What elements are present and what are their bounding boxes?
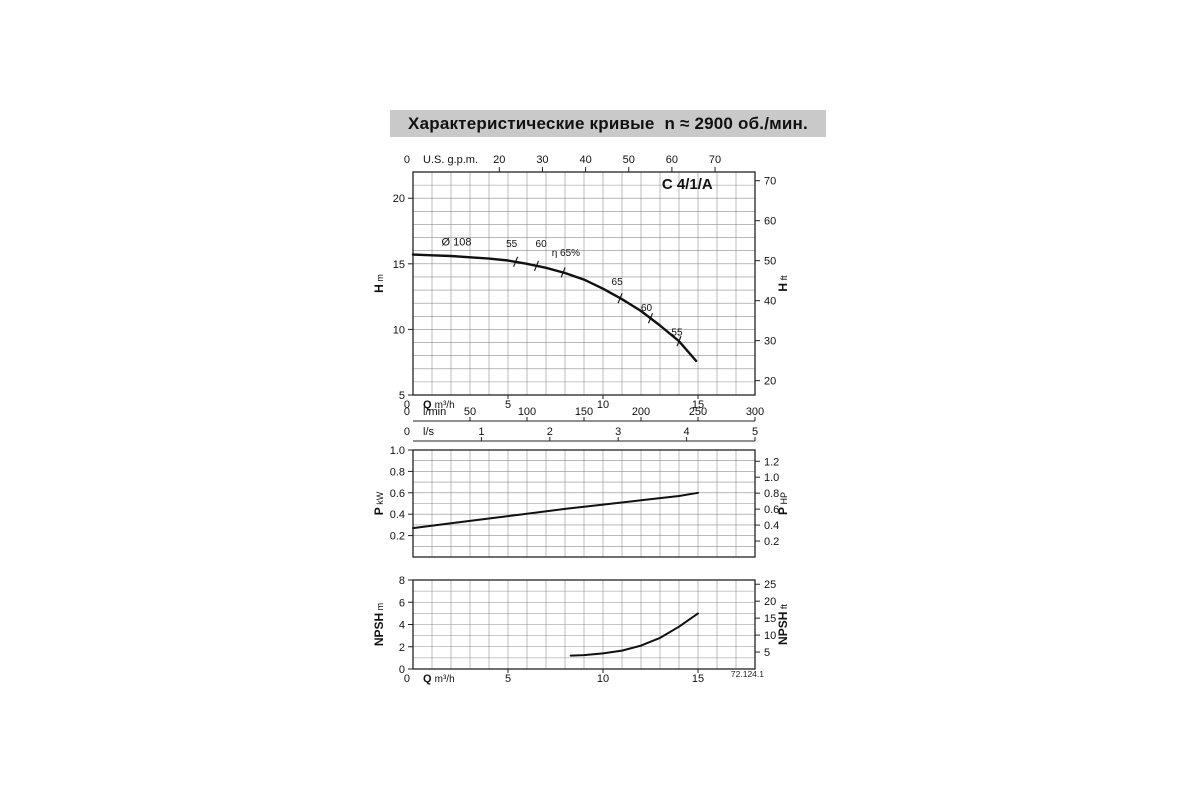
title-bar: Характеристические кривые n ≈ 2900 об./м… (390, 110, 826, 137)
x-tick-label: 4 (684, 426, 690, 438)
annotation: 65 (612, 277, 624, 288)
x-tick-label: 0 (404, 154, 410, 166)
y-tick-label: 4 (399, 620, 405, 632)
axis-label: NPSH m (372, 603, 386, 646)
x-tick-label: 30 (536, 154, 548, 166)
x-tick-label: 15 (692, 399, 704, 411)
y-tick-label: 10 (393, 324, 405, 336)
x-tick-label: 200 (632, 406, 650, 418)
page-title: Характеристические кривые (408, 113, 655, 133)
y-tick-label: 5 (399, 390, 405, 402)
annotation: 55 (506, 239, 518, 250)
y-tick-label: 70 (764, 176, 776, 188)
x-tick-label: 150 (575, 406, 593, 418)
y-tick-label: 0.6 (764, 504, 779, 516)
y-tick-label: 0.2 (390, 531, 405, 543)
head-curve-108 (411, 253, 698, 363)
axis-unit-label: Q m³/h (423, 673, 455, 685)
y-tick-label: 6 (399, 597, 405, 609)
power-curve (412, 491, 699, 530)
y-tick-label: 1.0 (390, 445, 405, 457)
y-tick-label: 20 (764, 376, 776, 388)
axis-label: P HP (776, 492, 790, 515)
axis-label: H ft (776, 275, 790, 292)
x-tick-label: 70 (709, 154, 721, 166)
x-tick-label: 5 (505, 673, 511, 685)
x-tick-label: 0 (404, 399, 410, 411)
y-tick-label: 25 (764, 579, 776, 591)
npsh-flow-chart: 0 2 4 6 8 NPSH m 5 10 15 20 25 NPSH ft 5 10 15 0 Q m³/h (372, 575, 790, 685)
y-tick-label: 1.2 (764, 456, 779, 468)
y-tick-label: 0.8 (764, 488, 779, 500)
axis-label: NPSH ft (776, 604, 790, 645)
npsh-curve (569, 612, 699, 657)
x-tick-label: 100 (518, 406, 536, 418)
annotation: Ø 108 (442, 236, 472, 248)
x-tick-label: 5 (505, 399, 511, 411)
x-tick-label: 15 (692, 673, 704, 685)
y-tick-label: 30 (764, 336, 776, 348)
y-tick-label: 10 (764, 630, 776, 642)
annotation: C 4/1/A (662, 176, 713, 193)
y-tick-label: 2 (399, 642, 405, 654)
axis-label: P kW (372, 491, 386, 515)
axis-label: H m (372, 274, 386, 293)
x-tick-label: 1 (478, 426, 484, 438)
efficiency-tick (533, 260, 540, 271)
x-tick-label: 300 (746, 406, 764, 418)
x-tick-label: 3 (615, 426, 621, 438)
y-tick-label: 60 (764, 216, 776, 228)
efficiency-tick (560, 267, 566, 278)
y-tick-label: 0.6 (390, 488, 405, 500)
x-tick-label: 0 (404, 406, 410, 418)
efficiency-tick (513, 256, 519, 268)
plot-border (412, 449, 756, 558)
y-tick-label: 0 (399, 664, 405, 676)
annotation: 60 (536, 239, 548, 250)
axis-unit-label: l/s (423, 426, 435, 438)
efficiency-tick (676, 336, 682, 347)
y-tick-label: 15 (764, 613, 776, 625)
y-tick-label: 50 (764, 256, 776, 268)
x-tick-label: 0 (404, 673, 410, 685)
y-tick-label: 20 (393, 193, 405, 205)
x-tick-label: 20 (493, 154, 505, 166)
x-tick-label: 2 (547, 426, 553, 438)
y-tick-label: 8 (399, 575, 405, 587)
y-tick-label: 20 (764, 596, 776, 608)
y-tick-label: 0.8 (390, 466, 405, 478)
y-tick-label: 1.0 (764, 472, 779, 484)
y-tick-label: 40 (764, 296, 776, 308)
x-tick-label: 250 (689, 406, 707, 418)
x-tick-label: 60 (666, 154, 678, 166)
x-tick-label: 0 (404, 426, 410, 438)
x-tick-label: 10 (597, 399, 609, 411)
x-tick-label: 40 (579, 154, 591, 166)
drawing-number: 72.124.1 (730, 669, 764, 679)
y-tick-label: 0.2 (764, 536, 779, 548)
axis-unit-label: l/min (423, 406, 446, 418)
y-tick-label: 5 (764, 647, 770, 659)
x-tick-label: 5 (752, 426, 758, 438)
x-tick-label: 50 (464, 406, 476, 418)
axis-unit-label: Q m³/h (423, 399, 455, 411)
x-tick-label: 10 (597, 673, 609, 685)
annotation: 60 (641, 303, 653, 314)
efficiency-tick (617, 292, 623, 304)
axis-unit-label: U.S. g.p.m. (423, 154, 478, 166)
page-subtitle: n ≈ 2900 об./мин. (664, 113, 808, 133)
y-tick-label: 0.4 (390, 509, 405, 521)
plot-border (412, 171, 756, 396)
y-tick-label: 15 (393, 259, 405, 271)
annotation: η 65% (552, 248, 580, 259)
annotation: 55 (671, 327, 683, 338)
power-flow-chart: 0.2 0.4 0.6 0.8 1.0 P kW 0.2 0.4 0.6 0.8 1.0 1.2 P H… (372, 445, 790, 558)
y-tick-label: 0.4 (764, 520, 779, 532)
efficiency-tick (647, 313, 654, 324)
x-tick-label: 50 (623, 154, 635, 166)
